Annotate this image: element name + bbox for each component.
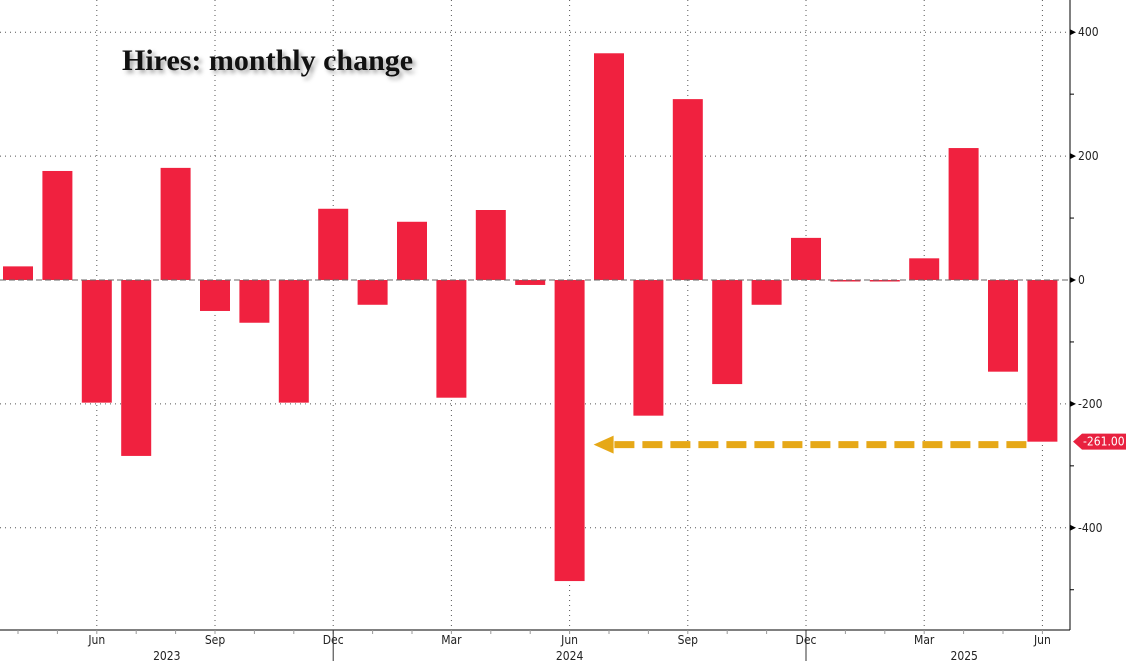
bar [672, 99, 703, 280]
x-tick-label: Jun [560, 633, 578, 647]
x-tick-label: Sep [678, 633, 699, 647]
bar [200, 280, 230, 311]
bar [3, 266, 33, 280]
bar [712, 280, 743, 385]
bar [633, 280, 664, 416]
y-tick-mark [1070, 400, 1076, 407]
bar [278, 280, 309, 403]
bar [791, 237, 821, 280]
x-tick-label: Mar [441, 633, 462, 647]
bar [357, 280, 388, 305]
x-tick-label: Sep [205, 633, 226, 647]
bar [81, 280, 112, 403]
bar [42, 170, 73, 280]
chart-title: Hires: monthly change [122, 44, 414, 77]
last-value-badge [1073, 433, 1126, 450]
bar [751, 280, 782, 305]
year-label: 2025 [950, 649, 977, 661]
y-tick-label: -400 [1078, 521, 1103, 535]
bar [475, 210, 506, 280]
bar [397, 221, 427, 280]
bar [988, 280, 1018, 372]
bar [948, 148, 979, 280]
x-tick-label: Mar [914, 633, 935, 647]
bar [830, 280, 861, 282]
x-tick-label: Jun [1033, 633, 1051, 647]
year-label: 2024 [556, 649, 584, 661]
bar [318, 208, 349, 280]
bar [1027, 280, 1058, 442]
y-tick-label: 400 [1078, 25, 1099, 39]
y-tick-mark [1070, 524, 1076, 531]
y-tick-mark [1070, 153, 1076, 160]
bar [160, 167, 191, 280]
y-tick-label: -200 [1078, 397, 1103, 411]
year-label: 2023 [153, 649, 180, 661]
annotation-arrow-head [593, 435, 614, 454]
y-tick-label: 200 [1078, 149, 1099, 163]
bar [515, 280, 546, 285]
y-tick-mark [1070, 29, 1076, 36]
bar [436, 280, 467, 398]
y-tick-label: 0 [1078, 273, 1085, 287]
bar [594, 53, 624, 280]
bar [554, 280, 585, 582]
x-tick-label: Jun [87, 633, 105, 647]
bar [239, 280, 270, 323]
bar [909, 258, 940, 280]
bar [869, 280, 900, 282]
bar [121, 280, 152, 456]
y-tick-mark [1070, 277, 1076, 283]
last-value-label: -261.00 [1083, 435, 1125, 449]
